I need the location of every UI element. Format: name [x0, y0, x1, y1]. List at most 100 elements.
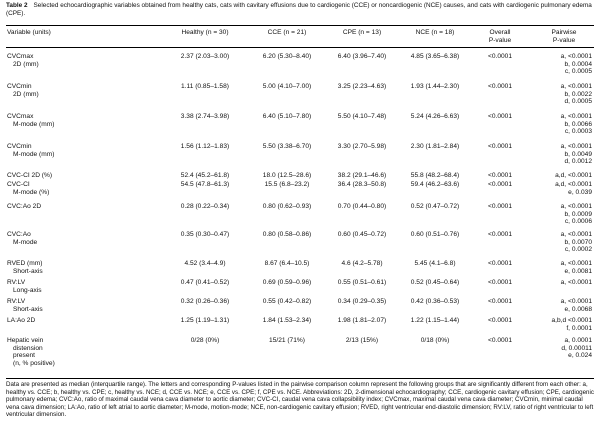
cell-overall: <0.0001: [487, 298, 513, 305]
variable-line: LA:Ao 2D: [7, 317, 36, 324]
pairwise-line: e, 0.024: [568, 352, 592, 360]
cell-cce: 15/21 (71%): [269, 337, 305, 344]
header-rule: [6, 47, 594, 48]
cell-pairwise: a, 0.0001 d, 0.00011 e, 0.024: [561, 337, 592, 360]
row-variable: CVCmax M-mode (mm): [7, 113, 54, 128]
cell-cpe: 36.4 (28.3–50.8): [337, 181, 387, 188]
variable-line: CVC:Ao 2D: [7, 203, 42, 210]
row-variable: RV:LV Long-axis: [7, 279, 42, 294]
overall-line1: Overall: [489, 29, 511, 36]
pairwise-line: c, 0.0006: [564, 218, 592, 226]
cell-pairwise: a, <0.0001 b, 0.0022 d, 0.0005: [561, 83, 592, 106]
cell-healthy: 1.56 (1.12–1.83): [180, 143, 230, 150]
cell-overall: <0.0001: [487, 172, 513, 179]
pairwise-line: a,d, <0.0001: [555, 181, 592, 188]
cell-overall: <0.0001: [487, 181, 513, 188]
row-variable: CVC-CI M-mode (%): [7, 181, 49, 196]
cell-overall: <0.0001: [487, 113, 513, 120]
variable-line: CVC:Ao: [7, 231, 31, 238]
pairwise-line: b, 0.0070: [564, 238, 593, 246]
col-header-variable: Variable (units): [7, 29, 51, 36]
table-label: Table 2: [6, 2, 28, 9]
cell-nce: 5.24 (4.26–6.63): [410, 113, 460, 120]
cell-overall: <0.0001: [487, 53, 513, 60]
table-caption: Table 2 Selected echocardiographic variab…: [6, 2, 594, 17]
cell-pairwise: a, <0.0001 b, 0.0049 d, 0.0012: [561, 143, 592, 166]
cell-nce: 5.45 (4.1–6.8): [414, 260, 456, 267]
row-variable: CVC:Ao 2D: [7, 203, 41, 211]
pairwise-line: b, 0.0066: [564, 120, 593, 128]
variable-line: present: [13, 352, 35, 360]
row-variable: CVCmax 2D (mm): [7, 53, 39, 68]
cell-pairwise: a, <0.0001 b, 0.0070 c, 0.0002: [561, 231, 592, 254]
table-footnote: Data are presented as median (interquart…: [6, 381, 594, 419]
variable-line: M-mode (%): [13, 188, 50, 196]
cell-nce: 55.8 (48.2–68.4): [410, 172, 460, 179]
col-header-healthy: Healthy (n = 30): [181, 29, 229, 36]
overall-line2: P-value: [488, 37, 512, 44]
cell-healthy: 4.52 (3.4–4.9): [184, 260, 226, 267]
pairwise-line: e, 0.039: [568, 188, 592, 196]
cell-overall: <0.0001: [487, 231, 513, 238]
cell-nce: 0.42 (0.36–0.53): [410, 298, 460, 305]
pairwise-line: c, 0.0003: [564, 128, 592, 136]
pairwise-line: b, 0.0022: [564, 90, 593, 98]
cell-cpe: 6.40 (3.96–7.40): [337, 53, 387, 60]
cell-nce: 2.30 (1.81–2.84): [410, 143, 460, 150]
cell-cpe: 0.70 (0.44–0.80): [337, 203, 387, 210]
cell-pairwise: a, <0.0001 b, 0.0004 c, 0.0005: [561, 53, 592, 76]
cell-overall: <0.0001: [487, 203, 513, 210]
pairwise-line: a, <0.0001: [560, 143, 592, 150]
cell-cpe: 0.34 (0.29–0.35): [337, 298, 387, 305]
variable-line: 2D (mm): [13, 60, 39, 68]
cell-healthy: 1.25 (1.19–1.31): [180, 317, 230, 324]
variable-line: CVCmax: [7, 113, 34, 120]
pairwise-line1: Pairwise: [551, 29, 577, 36]
variable-line: Hepatic vein: [7, 337, 44, 344]
col-header-overall: Overall P-value: [470, 29, 530, 45]
row-variable: CVC-CI 2D (%): [7, 172, 52, 180]
variable-line: CVC-CI: [7, 181, 30, 188]
cell-healthy: 3.38 (2.74–3.98): [180, 113, 230, 120]
variable-line: M-mode (mm): [13, 150, 55, 158]
pairwise-line: c, 0.0005: [564, 68, 592, 76]
bottom-rule: [6, 378, 594, 379]
variable-line: CVC-CI 2D (%): [7, 172, 53, 179]
cell-nce: 1.93 (1.44–2.30): [410, 83, 460, 90]
variable-line: M-mode: [13, 238, 38, 246]
cell-cpe: 38.2 (29.1–46.6): [337, 172, 387, 179]
top-rule: [6, 25, 594, 26]
pairwise-line: e, 0.0081: [564, 267, 593, 275]
pairwise-line: a, <0.0001: [560, 231, 592, 238]
col-header-cpe: CPE (n = 13): [342, 29, 382, 36]
cell-healthy: 0.47 (0.41–0.52): [180, 279, 230, 286]
cell-cce: 0.55 (0.42–0.82): [262, 298, 312, 305]
variable-line: (n, % positive): [13, 360, 55, 368]
cell-pairwise: a, <0.0001 b, 0.0066 c, 0.0003: [561, 113, 592, 136]
cell-cce: 6.20 (5.30–8.40): [262, 53, 312, 60]
variable-line: M-mode (mm): [13, 120, 55, 128]
cell-overall: <0.0001: [487, 260, 513, 267]
cell-overall: <0.0001: [487, 317, 513, 324]
pairwise-line: a,b,d <0.0001: [551, 317, 592, 324]
variable-line: CVCmin: [7, 143, 32, 150]
col-header-pairwise: Pairwise P-value: [534, 29, 594, 45]
cell-cce: 0.69 (0.59–0.96): [262, 279, 312, 286]
variable-line: CVCmax: [7, 53, 34, 60]
row-variable: RV:LV Short-axis: [7, 298, 43, 313]
cell-pairwise: a,d, <0.0001: [555, 172, 592, 180]
cell-nce: 0/18 (0%): [420, 337, 450, 344]
pairwise-line2: P-value: [552, 37, 576, 44]
cell-healthy: 0/28 (0%): [190, 337, 220, 344]
cell-pairwise: a, <0.0001: [561, 279, 592, 287]
cell-nce: 0.52 (0.47–0.72): [410, 203, 460, 210]
cell-cpe: 1.98 (1.81–2.07): [337, 317, 387, 324]
cell-healthy: 0.28 (0.22–0.34): [180, 203, 230, 210]
cell-cce: 0.80 (0.62–0.93): [262, 203, 312, 210]
cell-nce: 0.60 (0.51–0.76): [410, 231, 460, 238]
row-variable: CVC:Ao M-mode: [7, 231, 37, 246]
cell-healthy: 52.4 (45.2–61.8): [180, 172, 230, 179]
variable-line: CVCmin: [7, 83, 32, 90]
variable-line: RV:LV: [7, 279, 26, 286]
